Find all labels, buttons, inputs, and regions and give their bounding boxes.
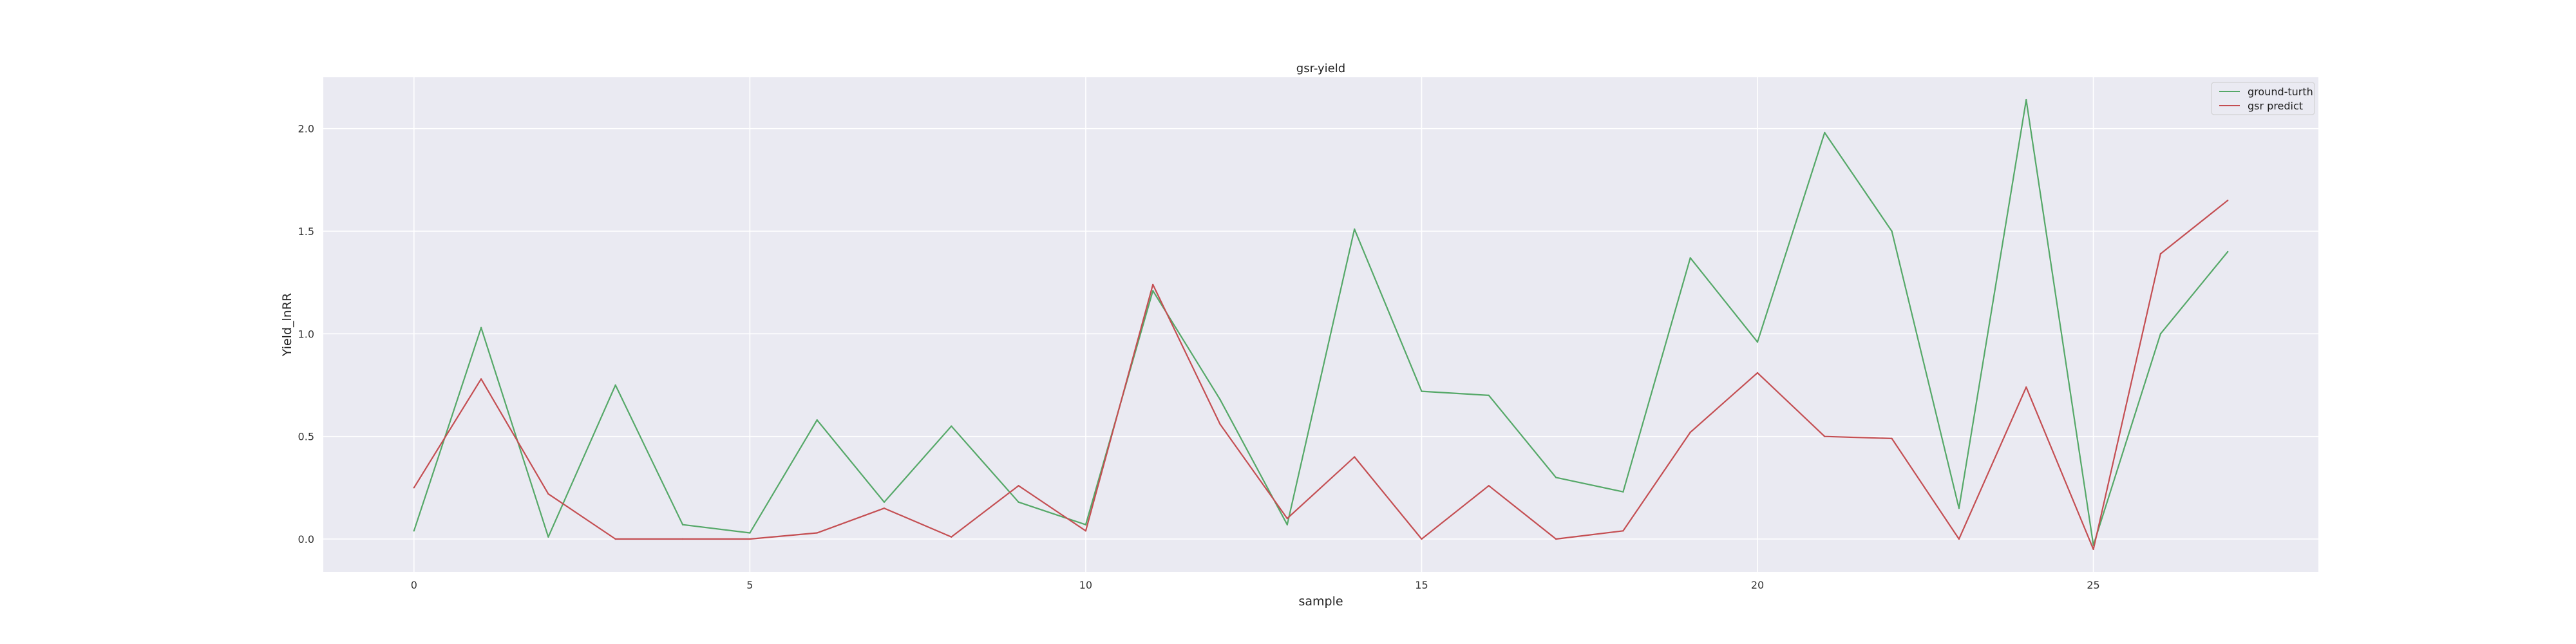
data-point-gsr-predict [1622,530,1624,532]
data-point-ground-turth [2159,333,2162,335]
data-point-ground-turth [1756,341,1759,343]
data-point-ground-turth [1152,290,1154,292]
data-point-ground-turth [1555,477,1557,478]
data-point-gsr-predict [413,487,415,489]
plot-background [323,77,2318,572]
x-tick-label: 5 [746,579,753,591]
data-point-ground-turth [816,419,818,421]
legend-box [2211,82,2315,115]
data-point-gsr-predict [1018,485,1019,487]
data-point-gsr-predict [2025,386,2027,388]
data-point-ground-turth [1421,390,1423,392]
data-point-gsr-predict [1555,538,1557,540]
data-point-gsr-predict [1824,435,1826,437]
data-point-gsr-predict [1219,423,1221,425]
y-tick-label: 1.5 [298,225,314,238]
data-point-ground-turth [1286,524,1289,526]
legend-label-gsr-predict: gsr predict [2248,100,2303,112]
y-tick-label: 1.0 [298,328,314,340]
data-point-ground-turth [1958,507,1960,509]
x-tick-label: 0 [411,579,417,591]
data-point-gsr-predict [2092,548,2094,551]
y-tick-label: 0.5 [298,431,314,443]
data-point-gsr-predict [749,538,751,540]
data-point-ground-turth [681,524,684,526]
data-point-gsr-predict [816,532,818,534]
data-point-gsr-predict [1152,283,1154,286]
data-point-gsr-predict [1354,456,1356,458]
data-point-ground-turth [883,501,886,503]
y-axis-label: Yield_lnRR [280,293,294,357]
data-point-ground-turth [2025,99,2027,101]
x-tick-label: 25 [2087,579,2099,591]
data-point-gsr-predict [1891,437,1893,440]
data-point-ground-turth [1891,230,1893,232]
x-tick-label: 20 [1751,579,1764,591]
x-axis-label: sample [1298,594,1343,609]
y-tick-label: 0.0 [298,533,314,545]
x-tick-label: 15 [1415,579,1428,591]
data-point-gsr-predict [480,378,482,380]
y-tick-label: 2.0 [298,123,314,135]
data-point-gsr-predict [2159,252,2162,255]
data-point-ground-turth [1488,394,1490,397]
series-line-ground-turth [413,99,2229,546]
series-lines [413,99,2229,551]
data-point-ground-turth [951,425,952,427]
data-point-ground-turth [749,532,751,534]
data-point-ground-turth [1622,491,1624,493]
data-point-gsr-predict [1689,431,1691,433]
data-point-ground-turth [614,384,616,386]
data-point-ground-turth [413,530,415,532]
data-point-gsr-predict [1084,530,1087,532]
data-point-ground-turth [547,536,549,538]
chart-title: gsr-yield [1296,62,1345,75]
data-point-ground-turth [1018,501,1019,503]
legend-label-ground-turth: ground-turth [2248,86,2313,98]
x-tick-label: 10 [1079,579,1092,591]
data-point-gsr-predict [614,538,616,540]
data-point-gsr-predict [1286,517,1289,520]
data-point-gsr-predict [1488,485,1490,487]
data-point-gsr-predict [883,507,886,509]
data-point-gsr-predict [951,536,952,538]
data-point-gsr-predict [1421,538,1423,540]
tick-labels: 0 5 10 15 20 25 0.0 0.5 1.0 1.5 2.0 [298,123,2100,591]
data-point-gsr-predict [1756,372,1759,374]
data-point-ground-turth [1219,399,1221,401]
legend: ground-turth gsr predict [2211,82,2315,115]
data-point-gsr-predict [1958,538,1960,540]
data-point-ground-turth [1689,257,1691,259]
data-point-ground-turth [1084,524,1087,526]
data-point-gsr-predict [547,493,549,495]
data-point-ground-turth [480,327,482,328]
data-point-ground-turth [1824,131,1826,134]
series-line-gsr-predict [413,200,2228,551]
data-point-ground-turth [2227,251,2229,253]
data-point-gsr-predict [2227,200,2229,202]
data-point-gsr-predict [681,538,684,540]
data-point-ground-turth [1354,228,1356,230]
